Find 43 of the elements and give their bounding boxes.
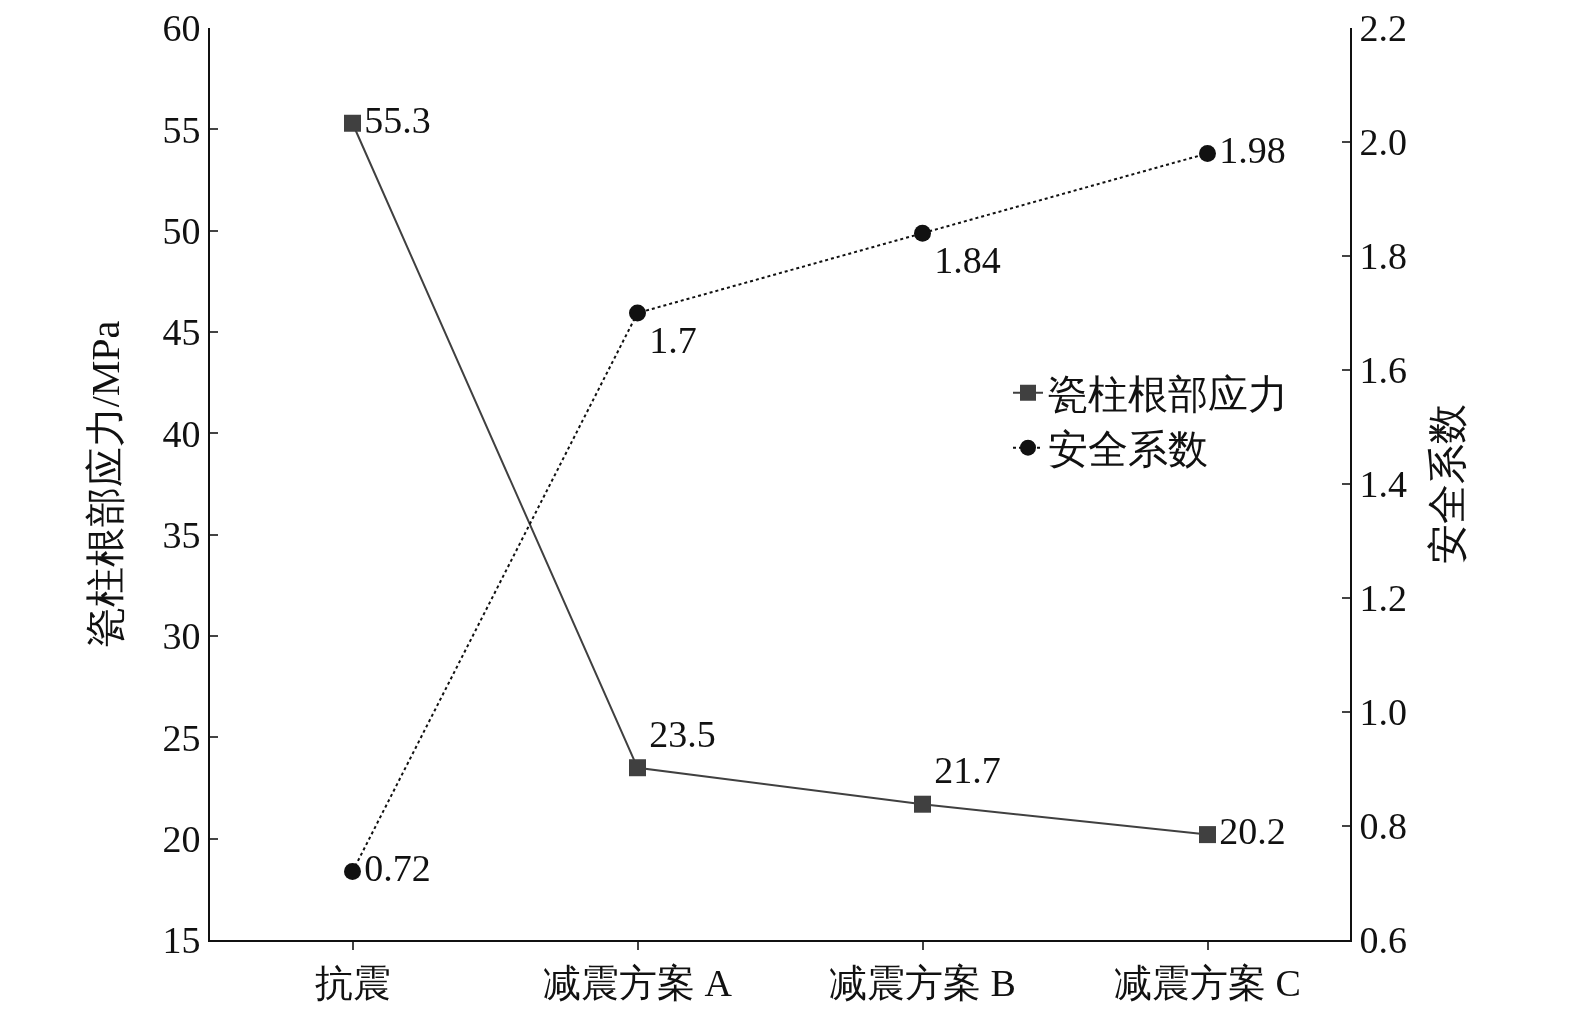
x-tick-label: 减震方案 C [1114,961,1301,1004]
data-label: 1.84 [934,239,1001,282]
x-tick-label: 减震方案 A [543,961,733,1004]
y-tick-label: 30 [162,615,201,658]
y-tick-label: 50 [162,209,201,252]
y-tick-label: 45 [162,311,201,354]
data-label: 1.7 [649,319,697,362]
point [629,304,646,322]
y-tick-label: 55 [162,108,201,151]
y-tick-label: 25 [162,716,201,759]
data-label: 21.7 [934,749,1001,792]
point [344,114,361,132]
data-label: 20.2 [1219,810,1286,853]
y-tick-label: 35 [162,513,201,556]
y-tick-label: 20 [162,817,201,860]
y-tick-label: 15 [162,919,201,962]
y2-tick-label: 0.6 [1359,919,1408,962]
point [1199,144,1216,162]
point [629,759,646,777]
y-tick-label: 60 [162,7,201,50]
y2-tick-label: 2.0 [1359,121,1408,164]
y2-tick-label: 2.2 [1359,7,1408,50]
data-label: 0.72 [364,847,431,890]
y-axis-title: 瓷柱根部应力/MPa [83,320,128,648]
y2-tick-label: 1.6 [1359,349,1408,392]
x-tick-label: 减震方案 B [829,961,1016,1004]
point [1199,826,1216,844]
y-tick-label: 40 [162,412,201,455]
point [914,795,931,813]
point [344,863,361,881]
data-label: 55.3 [364,98,431,141]
x-tick-label: 抗震 [314,961,391,1004]
y2-tick-label: 1.2 [1359,577,1408,620]
legend-label: 瓷柱根部应力 [1048,372,1288,418]
y2-tick-label: 0.8 [1359,805,1408,848]
point [914,224,931,242]
legend-label: 安全系数 [1048,427,1208,473]
y2-tick-label: 1.0 [1359,691,1408,734]
y2-axis-title: 安全系数 [1425,404,1470,564]
data-label: 23.5 [649,712,716,755]
y2-tick-label: 1.8 [1359,235,1408,278]
data-label: 1.98 [1219,128,1286,171]
y2-tick-label: 1.4 [1359,463,1408,506]
